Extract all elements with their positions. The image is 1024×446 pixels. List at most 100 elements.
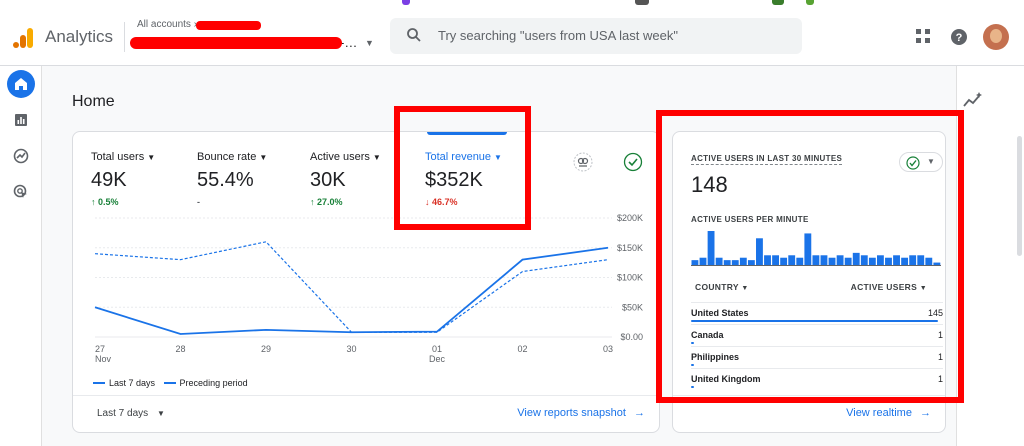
x-tick-label: 28	[175, 344, 185, 354]
compare-icon[interactable]	[573, 152, 593, 172]
target-cursor-icon	[13, 184, 27, 198]
browser-bookmark-strip	[0, 0, 1024, 10]
country-name: Canada	[691, 330, 724, 340]
help-icon[interactable]: ?	[950, 28, 968, 46]
metric-active-users[interactable]: Active users ▼ 30K ↑ 27.0%	[310, 151, 381, 207]
nav-advertising[interactable]	[7, 178, 35, 206]
per-minute-bar	[715, 257, 723, 265]
nav-reports[interactable]	[7, 106, 35, 134]
per-minute-bar	[868, 257, 876, 265]
caret-down-icon: ▼	[259, 153, 268, 162]
per-minute-bar	[747, 260, 755, 265]
realtime-check-dropdown[interactable]: ▼	[899, 152, 943, 172]
table-row[interactable]: United States 145	[691, 302, 943, 324]
caret-down-icon: ▼	[365, 38, 374, 48]
per-minute-bar	[876, 255, 884, 265]
metric-value: 49K	[91, 169, 127, 191]
x-tick-label: 02	[517, 344, 527, 354]
arrow-right-icon: →	[634, 407, 645, 419]
share-bar	[691, 364, 694, 366]
country-name: Philippines	[691, 352, 740, 362]
table-row[interactable]: United Kingdom 1	[691, 368, 943, 390]
table-row[interactable]: Canada 1	[691, 324, 943, 346]
link-label: View realtime	[846, 407, 912, 419]
avatar[interactable]	[983, 24, 1009, 50]
per-minute-bar	[756, 238, 763, 265]
y-tick-label: $0.00	[620, 332, 643, 342]
metric-value: $352K	[425, 169, 483, 191]
country-name: United States	[691, 308, 749, 318]
check-circle-icon[interactable]	[623, 152, 643, 172]
metric-value: 30K	[310, 169, 346, 191]
metric-label: Bounce rate ▼	[197, 151, 268, 163]
overview-card: Total users ▼ 49K ↑ 0.5% Bounce rate ▼ 55.…	[72, 131, 660, 433]
per-minute-bar	[723, 260, 731, 265]
realtime-title: ACTIVE USERS IN LAST 30 MINUTES	[691, 154, 843, 165]
metric-delta: ↓ 46.7%	[425, 197, 458, 207]
share-bar	[691, 320, 938, 322]
chart-legend: Last 7 days Preceding period	[93, 377, 248, 388]
metric-total-revenue[interactable]: Total revenue ▼ $352K ↓ 46.7%	[425, 151, 502, 207]
per-minute-bar	[901, 257, 909, 265]
caret-down-icon: ▼	[741, 285, 749, 292]
card-divider	[73, 395, 659, 396]
redaction-mark	[196, 21, 261, 30]
active-users-column-header[interactable]: ACTIVE USERS ▼	[850, 282, 927, 292]
nav-home[interactable]	[7, 70, 35, 98]
per-minute-bar	[860, 255, 868, 265]
per-minute-bar	[707, 231, 715, 265]
bookmark-icon[interactable]	[402, 0, 410, 5]
metric-bounce-rate[interactable]: Bounce rate ▼ 55.4% -	[197, 151, 267, 207]
per-minute-bar	[764, 255, 771, 265]
avatar-face	[990, 29, 1002, 43]
x-tick-label: 29	[261, 344, 271, 354]
caret-down-icon: ▼	[147, 153, 156, 162]
header-divider	[124, 22, 125, 52]
view-reports-snapshot-link[interactable]: View reports snapshot →	[517, 407, 645, 419]
bookmark-icon[interactable]	[635, 0, 649, 5]
date-range-selector[interactable]: Last 7 days ▼	[97, 408, 165, 419]
metric-delta: ↑ 27.0%	[310, 197, 343, 207]
per-minute-bar	[699, 257, 707, 265]
nav-explore[interactable]	[7, 142, 35, 170]
country-value: 145	[927, 308, 943, 318]
series-line-preceding	[94, 241, 609, 333]
highlight-box-revenue	[394, 106, 531, 230]
account-breadcrumb: All accounts ›	[137, 19, 198, 30]
right-rail	[956, 66, 1024, 446]
realtime-value: 148	[691, 172, 728, 197]
view-realtime-link[interactable]: View realtime →	[846, 407, 931, 419]
legend-swatch-dashed	[163, 381, 176, 384]
bookmark-icon[interactable]	[806, 0, 814, 5]
caret-down-icon: ▼	[372, 153, 381, 162]
x-tick-label: 03	[603, 344, 613, 354]
insights-icon[interactable]	[963, 92, 983, 108]
table-row[interactable]: Philippines 1	[691, 346, 943, 368]
apps-grid-icon[interactable]	[915, 28, 931, 44]
per-minute-bar	[917, 255, 925, 265]
share-bar	[691, 386, 694, 388]
per-minute-bar	[780, 257, 788, 265]
card-divider	[673, 395, 945, 396]
arrow-right-icon: →	[920, 407, 931, 419]
bookmark-icon[interactable]	[772, 0, 784, 5]
search-input[interactable]: Try searching "users from USA last week"	[390, 18, 802, 54]
per-minute-bar	[796, 257, 804, 265]
y-tick-label: $100K	[617, 273, 643, 283]
per-minute-bar-chart	[691, 231, 941, 266]
scrollbar[interactable]	[1017, 136, 1022, 256]
metric-total-users[interactable]: Total users ▼ 49K ↑ 0.5%	[91, 151, 155, 207]
x-tick-sublabel: Dec	[429, 354, 446, 364]
legend-swatch-solid	[93, 381, 105, 384]
caret-down-icon: ▼	[927, 157, 935, 166]
link-label: View reports snapshot	[517, 407, 626, 419]
svg-text:?: ?	[956, 32, 963, 44]
per-minute-label: ACTIVE USERS PER MINUTE	[691, 215, 809, 224]
per-minute-bar	[772, 255, 780, 265]
legend-label: Last 7 days	[109, 377, 156, 388]
per-minute-bar	[893, 255, 900, 265]
page-title: Home	[72, 93, 115, 110]
account-name: -…	[340, 35, 358, 50]
caret-down-icon: ▼	[494, 153, 502, 162]
country-column-header[interactable]: COUNTRY ▼	[695, 282, 749, 292]
